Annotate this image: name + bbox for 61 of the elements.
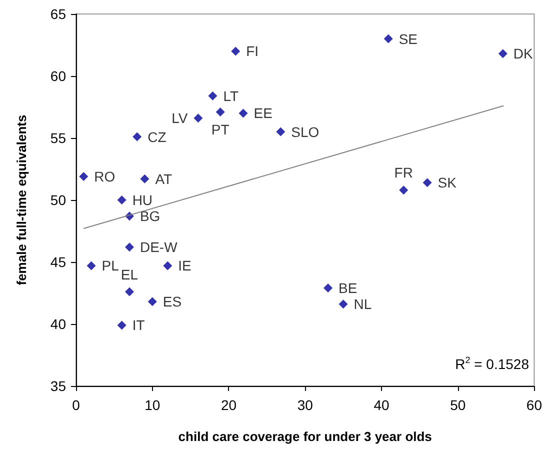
series-label: DE-W: [140, 239, 178, 256]
series-label: PT: [211, 121, 230, 138]
point: [208, 91, 218, 100]
point: [194, 114, 203, 123]
series-label: LT: [223, 88, 239, 104]
y-axis-title: female full-time equivalents: [14, 114, 29, 286]
series-label: NL: [354, 296, 372, 312]
point: [216, 107, 225, 116]
series-label: AT: [155, 170, 173, 187]
y-tick-label: 55: [50, 130, 66, 146]
y-tick-label: 40: [50, 316, 66, 332]
series-label: BG: [140, 208, 160, 224]
x-tick-label: 40: [374, 397, 390, 413]
series-label: RO: [94, 168, 116, 184]
series-label: EL: [120, 266, 138, 282]
point: [79, 172, 88, 181]
point: [163, 261, 172, 270]
y-tick-label: 45: [50, 254, 66, 270]
series-label: DK: [513, 46, 534, 62]
x-axis-title: child care coverage for under 3 year olds: [178, 429, 432, 444]
point: [132, 132, 142, 142]
series-label: SK: [438, 174, 458, 191]
series-label: LV: [172, 110, 188, 126]
point: [324, 284, 333, 293]
series-label: EE: [254, 105, 272, 122]
x-tick-label: 50: [450, 397, 466, 413]
point: [117, 196, 126, 204]
point: [399, 186, 408, 195]
series-label: FR: [394, 164, 413, 181]
x-tick-label: 30: [297, 397, 314, 413]
series-label: FI: [246, 43, 259, 60]
point: [276, 127, 286, 136]
series-label: ES: [162, 294, 182, 310]
series-label: HU: [132, 192, 153, 208]
y-tick-label: 60: [50, 68, 66, 84]
point: [124, 242, 134, 252]
point: [140, 174, 150, 184]
series-label: SLO: [291, 124, 320, 140]
series-label: IT: [132, 317, 146, 334]
point: [117, 320, 126, 330]
y-tick-label: 35: [50, 378, 66, 394]
x-tick-label: 10: [144, 397, 160, 413]
y-tick-label: 50: [50, 192, 66, 208]
point: [148, 297, 157, 306]
series-label: BE: [338, 280, 358, 296]
point: [422, 178, 432, 188]
point: [384, 34, 393, 44]
series-label: PL: [102, 258, 120, 274]
y-tick-label: 65: [50, 6, 66, 22]
x-tick-label: 20: [220, 397, 237, 413]
point: [124, 287, 134, 296]
x-tick-label: 0: [72, 397, 80, 413]
series-label: SE: [398, 30, 418, 47]
point: [231, 46, 240, 56]
point: [238, 108, 248, 118]
point: [498, 49, 508, 58]
series-label: IE: [178, 258, 192, 274]
point: [338, 300, 348, 309]
x-tick-label: 60: [526, 397, 542, 413]
point: [86, 261, 96, 270]
series-label: CZ: [148, 128, 167, 145]
